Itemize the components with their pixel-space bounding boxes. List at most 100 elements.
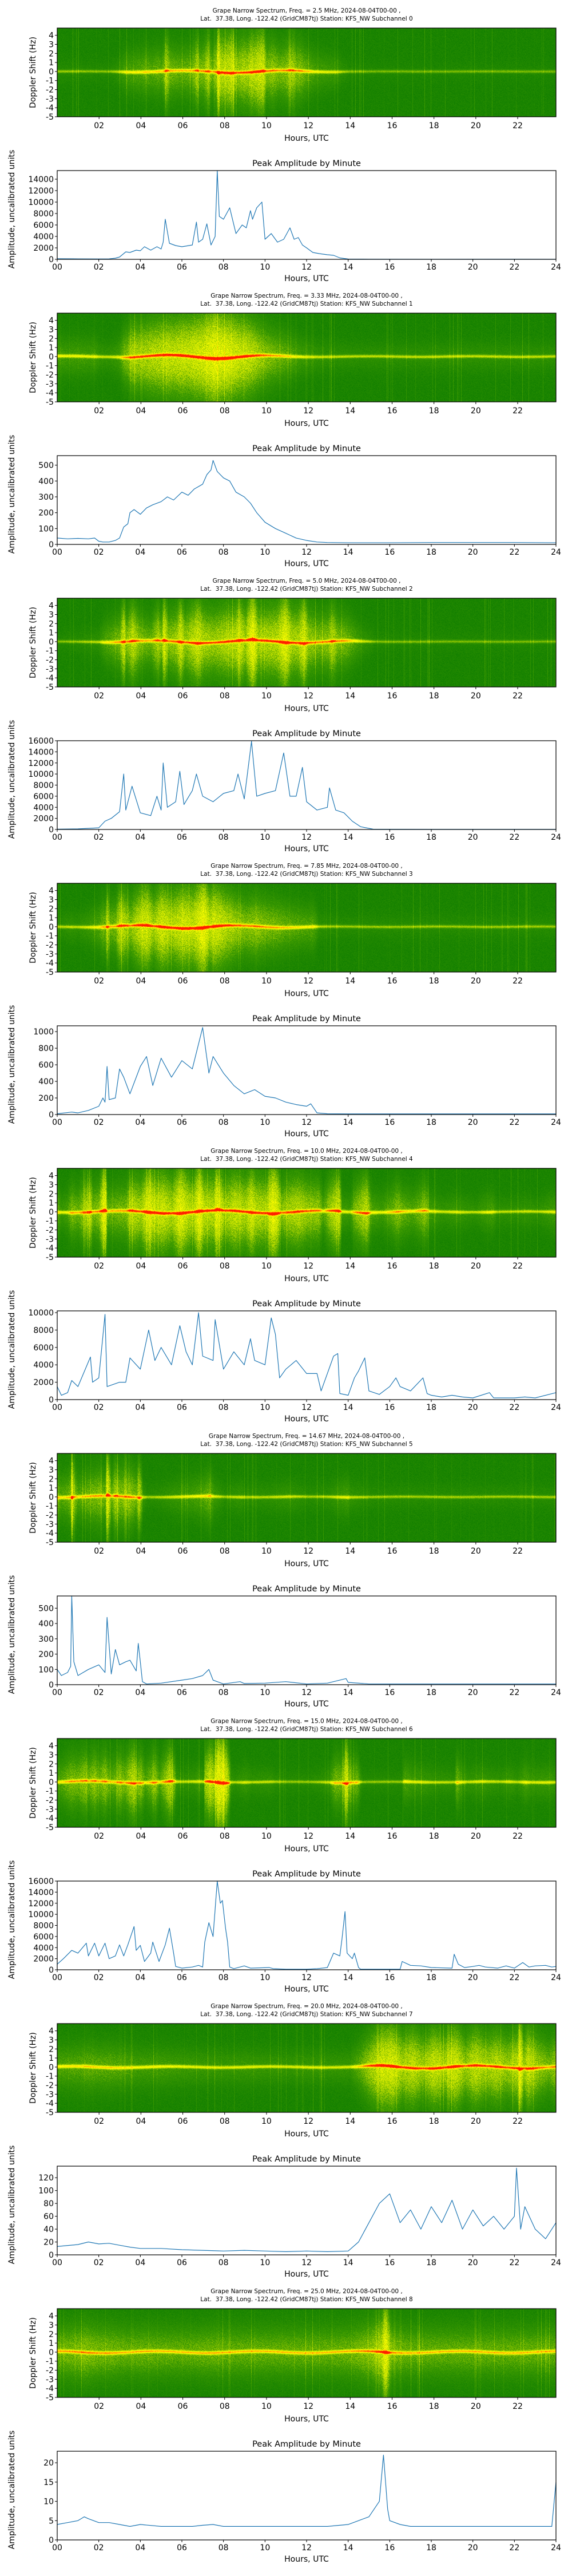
x-tick-label: 22 — [513, 2117, 523, 2126]
x-tick-label: 08 — [219, 548, 229, 557]
spectrogram-y-axis-label: Doppler Shift (Hz) — [29, 37, 38, 108]
x-tick-label: 22 — [513, 977, 523, 986]
y-tick-label: 400 — [38, 477, 54, 486]
x-tick-label: 18 — [426, 1403, 436, 1412]
x-tick-label: 02 — [94, 121, 104, 131]
y-tick-label: -4 — [46, 104, 54, 113]
line-plot-title: Peak Amplitude by Minute — [252, 1870, 361, 1879]
y-tick-label: 3 — [49, 40, 54, 49]
x-tick-label: 20 — [471, 121, 481, 131]
y-tick-label: -3 — [46, 1235, 54, 1244]
x-tick-label: 02 — [94, 1688, 104, 1697]
spectrogram-title-line-2: Lat. 37.38, Long. -122.42 (GridCM87tj) S… — [200, 2011, 412, 2018]
x-tick-label: 02 — [94, 406, 104, 416]
x-tick-label: 14 — [343, 1118, 353, 1127]
x-tick-label: 02 — [94, 1547, 104, 1556]
x-tick-label: 20 — [468, 833, 478, 842]
spectrogram-heatmap — [57, 2309, 556, 2397]
y-tick-label: 14000 — [28, 175, 54, 184]
line-plot-y-axis-label: Amplitude, uncalibrated units — [7, 1290, 17, 1409]
spectrogram-title-line-2: Lat. 37.38, Long. -122.42 (GridCM87tj) S… — [200, 586, 412, 592]
y-tick-label: 3 — [49, 895, 54, 904]
line-plot-y-axis-label: Amplitude, uncalibrated units — [7, 2146, 17, 2265]
line-plot-x-axis-label: Hours, UTC — [284, 1700, 329, 1709]
y-tick-label: 60 — [43, 2212, 54, 2222]
x-tick-label: 04 — [136, 406, 146, 416]
y-tick-label: -3 — [46, 2375, 54, 2384]
x-tick-label: 18 — [426, 1973, 436, 1982]
spectrogram-heatmap — [57, 313, 556, 402]
line-plot-x-axis-label: Hours, UTC — [284, 1985, 329, 1994]
x-tick-label: 08 — [220, 692, 230, 701]
x-tick-label: 14 — [343, 2258, 353, 2267]
x-tick-label: 18 — [426, 263, 436, 272]
x-tick-label: 14 — [345, 692, 355, 701]
y-tick-label: 0 — [49, 353, 54, 362]
y-tick-label: -1 — [46, 932, 54, 941]
x-tick-label: 04 — [135, 548, 145, 557]
spectrogram-x-axis-label: Hours, UTC — [284, 2415, 329, 2424]
y-tick-label: 14000 — [28, 748, 54, 757]
x-tick-label: 08 — [219, 1688, 229, 1697]
y-tick-label: 8000 — [33, 781, 54, 791]
spectrogram-axes-frame — [57, 27, 557, 117]
spectrogram-heatmap — [57, 1739, 556, 1827]
line-plot-y-axis-label: Amplitude, uncalibrated units — [7, 1860, 17, 1980]
y-tick-label: 2 — [49, 619, 54, 629]
y-tick-label: 0 — [49, 1778, 54, 1787]
x-tick-label: 00 — [52, 2543, 62, 2553]
x-tick-label: 16 — [384, 1973, 395, 1982]
x-tick-label: 20 — [468, 548, 478, 557]
x-tick-label: 18 — [429, 1547, 439, 1556]
x-tick-label: 18 — [429, 692, 439, 701]
y-tick-label: 16000 — [28, 1877, 54, 1886]
y-tick-label: 2 — [49, 334, 54, 343]
y-tick-label: 200 — [38, 1650, 54, 1660]
spectrogram-title-line-1: Grape Narrow Spectrum, Freq. = 14.67 MHz… — [209, 1433, 404, 1440]
y-tick-label: -5 — [46, 2393, 54, 2403]
x-tick-label: 24 — [551, 548, 561, 557]
y-tick-label: 2 — [49, 1475, 54, 1484]
line-plot-x-axis-label: Hours, UTC — [284, 559, 329, 568]
y-tick-label: 0 — [49, 1208, 54, 1217]
y-tick-label: 8000 — [33, 1922, 54, 1931]
x-tick-label: 02 — [94, 2543, 104, 2553]
x-tick-label: 18 — [429, 1262, 439, 1271]
x-tick-label: 06 — [177, 2543, 187, 2553]
y-tick-label: 4 — [49, 602, 54, 611]
y-tick-label: -3 — [46, 2090, 54, 2099]
x-tick-label: 12 — [303, 1547, 313, 1556]
x-tick-label: 16 — [384, 263, 395, 272]
x-tick-label: 24 — [551, 1403, 561, 1412]
x-tick-label: 02 — [94, 2117, 104, 2126]
y-tick-label: 300 — [38, 1635, 54, 1644]
spectrogram-title-line-2: Lat. 37.38, Long. -122.42 (GridCM87tj) S… — [200, 15, 412, 22]
amplitude-line — [57, 2455, 557, 2527]
x-tick-label: 14 — [345, 406, 355, 416]
x-tick-label: 14 — [343, 263, 353, 272]
y-tick-label: 20 — [43, 2459, 54, 2468]
line-plot-axes-frame — [57, 1025, 557, 1115]
y-tick-label: 2000 — [33, 1378, 54, 1388]
x-tick-label: 04 — [136, 977, 146, 986]
y-tick-label: 8000 — [33, 1326, 54, 1335]
x-tick-label: 16 — [387, 2117, 398, 2126]
spectrogram-axes-frame — [57, 313, 557, 402]
x-tick-label: 14 — [345, 2117, 355, 2126]
x-tick-label: 16 — [384, 1688, 395, 1697]
spectrogram-axes-frame — [57, 1738, 557, 1828]
spectrogram-axes-frame — [57, 2308, 557, 2398]
y-tick-label: 10000 — [28, 198, 54, 207]
spectrogram-title-line-2: Lat. 37.38, Long. -122.42 (GridCM87tj) S… — [200, 871, 412, 878]
y-tick-label: 0 — [49, 638, 54, 647]
x-tick-label: 04 — [135, 1688, 145, 1697]
x-tick-label: 12 — [301, 1973, 312, 1982]
spectrogram-title-line-1: Grape Narrow Spectrum, Freq. = 3.33 MHz,… — [210, 293, 403, 299]
x-tick-label: 22 — [509, 2258, 519, 2267]
spectrogram-x-axis-label: Hours, UTC — [284, 1559, 329, 1568]
x-tick-label: 10 — [260, 1403, 270, 1412]
line-plot-y-axis-label: Amplitude, uncalibrated units — [7, 2431, 17, 2550]
amplitude-line — [57, 1880, 557, 1970]
x-tick-label: 22 — [513, 1832, 523, 1841]
